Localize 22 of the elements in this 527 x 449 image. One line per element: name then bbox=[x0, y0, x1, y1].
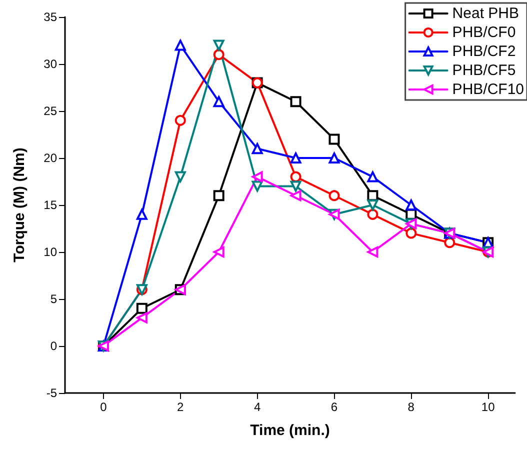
x-axis-title: Time (min.) bbox=[250, 422, 330, 439]
legend-label: PHB/CF10 bbox=[452, 81, 524, 98]
y-tick-label: 10 bbox=[44, 245, 58, 259]
y-tick-label: -5 bbox=[46, 386, 58, 400]
y-tick-label: 25 bbox=[44, 104, 58, 118]
y-tick-label: 35 bbox=[44, 10, 58, 24]
x-tick-label: 8 bbox=[408, 400, 415, 414]
legend-label: Neat PHB bbox=[452, 5, 520, 22]
x-tick-label: 10 bbox=[481, 400, 496, 414]
y-axis-title: Torque (M) (Nm) bbox=[11, 148, 28, 262]
legend-label: PHB/CF0 bbox=[452, 24, 516, 41]
y-tick-label: 0 bbox=[50, 339, 58, 353]
x-tick-label: 4 bbox=[254, 400, 261, 414]
y-tick-label: 5 bbox=[50, 292, 58, 306]
x-tick-label: 0 bbox=[100, 400, 108, 414]
y-tick-label: 30 bbox=[44, 57, 58, 71]
y-tick-label: 20 bbox=[44, 151, 58, 165]
y-tick-label: 15 bbox=[44, 198, 58, 212]
legend-label: PHB/CF5 bbox=[452, 62, 516, 79]
legend-label: PHB/CF2 bbox=[452, 43, 516, 60]
x-tick-label: 2 bbox=[177, 400, 184, 414]
x-tick-label: 6 bbox=[330, 400, 338, 414]
